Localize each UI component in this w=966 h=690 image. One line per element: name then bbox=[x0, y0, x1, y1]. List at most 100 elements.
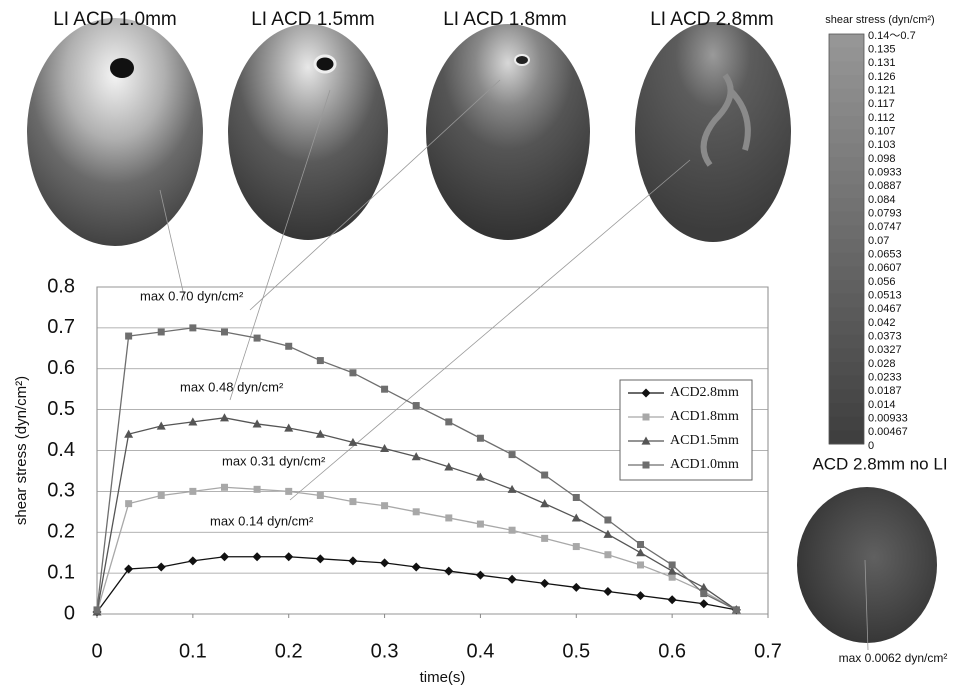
colorbar-label: 0.0607 bbox=[868, 262, 902, 274]
colorbar-band bbox=[829, 48, 864, 62]
marker bbox=[541, 535, 548, 542]
x-tick-label: 0.3 bbox=[371, 640, 399, 662]
marker bbox=[669, 574, 676, 581]
marker bbox=[285, 488, 292, 495]
colorbar-band bbox=[829, 171, 864, 185]
colorbar-label: 0.117 bbox=[868, 98, 895, 110]
colorbar-label: 0.028 bbox=[868, 358, 896, 370]
marker bbox=[444, 567, 453, 576]
colorbar-band bbox=[829, 403, 864, 417]
marker bbox=[636, 548, 645, 556]
x-tick-label: 0.5 bbox=[562, 640, 590, 662]
colorbar-band bbox=[829, 294, 864, 308]
y-axis-label: shear stress (dyn/cm²) bbox=[13, 376, 30, 525]
marker bbox=[573, 494, 580, 501]
colorbar-label: 0.00467 bbox=[868, 426, 908, 438]
colorbar-label: 0.0653 bbox=[868, 249, 902, 261]
colorbar-label: 0.0233 bbox=[868, 372, 902, 384]
marker bbox=[284, 552, 293, 561]
marker bbox=[540, 499, 549, 507]
colorbar-band bbox=[829, 34, 864, 48]
marker bbox=[572, 513, 581, 521]
marker bbox=[380, 558, 389, 567]
marker bbox=[668, 595, 677, 604]
colorbar-label: 0.056 bbox=[868, 276, 896, 288]
marker bbox=[509, 527, 516, 534]
colorbar-band bbox=[829, 198, 864, 212]
annotation: max 0.48 dyn/cm² bbox=[180, 379, 284, 394]
marker bbox=[349, 369, 356, 376]
colorbar-band bbox=[829, 280, 864, 294]
marker bbox=[254, 486, 261, 493]
marker bbox=[188, 556, 197, 565]
marker bbox=[603, 587, 612, 596]
marker bbox=[604, 516, 611, 523]
marker bbox=[540, 579, 549, 588]
marker bbox=[349, 498, 356, 505]
y-tick-label: 0 bbox=[64, 602, 75, 624]
sphere bbox=[426, 24, 590, 240]
marker bbox=[221, 328, 228, 335]
colorbar-band bbox=[829, 212, 864, 226]
annotation: max 0.14 dyn/cm² bbox=[210, 513, 314, 528]
colorbar-band bbox=[829, 376, 864, 390]
colorbar-band bbox=[829, 130, 864, 144]
y-tick-label: 0.4 bbox=[47, 439, 75, 461]
colorbar-label: 0.084 bbox=[868, 194, 896, 206]
colorbar-label: 0.107 bbox=[868, 126, 896, 138]
colorbar-band bbox=[829, 348, 864, 362]
colorbar-band bbox=[829, 266, 864, 280]
marker bbox=[476, 571, 485, 580]
legend-label: ACD1.5mm bbox=[670, 433, 739, 448]
hole bbox=[315, 56, 335, 72]
marker bbox=[94, 606, 101, 613]
legend-label: ACD1.0mm bbox=[670, 457, 739, 472]
marker bbox=[637, 561, 644, 568]
marker bbox=[157, 562, 166, 571]
hole bbox=[515, 55, 529, 65]
colorbar-label: 0.0467 bbox=[868, 303, 902, 315]
colorbar-label: 0.112 bbox=[868, 112, 895, 124]
sphere bbox=[635, 22, 791, 242]
marker bbox=[381, 386, 388, 393]
x-tick-label: 0.7 bbox=[754, 640, 782, 662]
marker bbox=[317, 492, 324, 499]
x-tick-label: 0.1 bbox=[179, 640, 207, 662]
colorbar-label: 0.14～0.7 bbox=[868, 30, 916, 42]
colorbar-band bbox=[829, 89, 864, 103]
marker bbox=[603, 530, 612, 538]
sphere bbox=[228, 24, 388, 240]
colorbar-band bbox=[829, 102, 864, 116]
colorbar-label: 0.121 bbox=[868, 85, 896, 97]
colorbar-label: 0.014 bbox=[868, 399, 896, 411]
marker bbox=[189, 324, 196, 331]
panel-title: LI ACD 1.0mm bbox=[53, 9, 177, 30]
marker bbox=[413, 402, 420, 409]
colorbar-label: 0.103 bbox=[868, 139, 896, 151]
marker bbox=[643, 462, 650, 469]
marker bbox=[604, 551, 611, 558]
colorbar-band bbox=[829, 335, 864, 349]
marker bbox=[508, 575, 517, 584]
colorbar-title: shear stress (dyn/cm²) bbox=[825, 14, 934, 26]
marker bbox=[573, 543, 580, 550]
legend-label: ACD2.8mm bbox=[670, 385, 739, 400]
marker bbox=[572, 583, 581, 592]
colorbar-band bbox=[829, 321, 864, 335]
colorbar-label: 0.0747 bbox=[868, 221, 902, 233]
colorbar-label: 0.0187 bbox=[868, 385, 902, 397]
marker bbox=[700, 590, 707, 597]
marker bbox=[221, 484, 228, 491]
colorbar-label: 0.0933 bbox=[868, 167, 902, 179]
marker bbox=[125, 500, 132, 507]
marker bbox=[254, 335, 261, 342]
colorbar-label: 0.098 bbox=[868, 153, 896, 165]
colorbar-label: 0.07 bbox=[868, 235, 889, 247]
y-tick-label: 0.1 bbox=[47, 561, 75, 583]
y-tick-label: 0.3 bbox=[47, 480, 75, 502]
marker bbox=[643, 414, 650, 421]
marker bbox=[158, 328, 165, 335]
sphere bbox=[27, 18, 203, 246]
y-tick-label: 0.7 bbox=[47, 316, 75, 338]
colorbar-label: 0.131 bbox=[868, 57, 896, 69]
